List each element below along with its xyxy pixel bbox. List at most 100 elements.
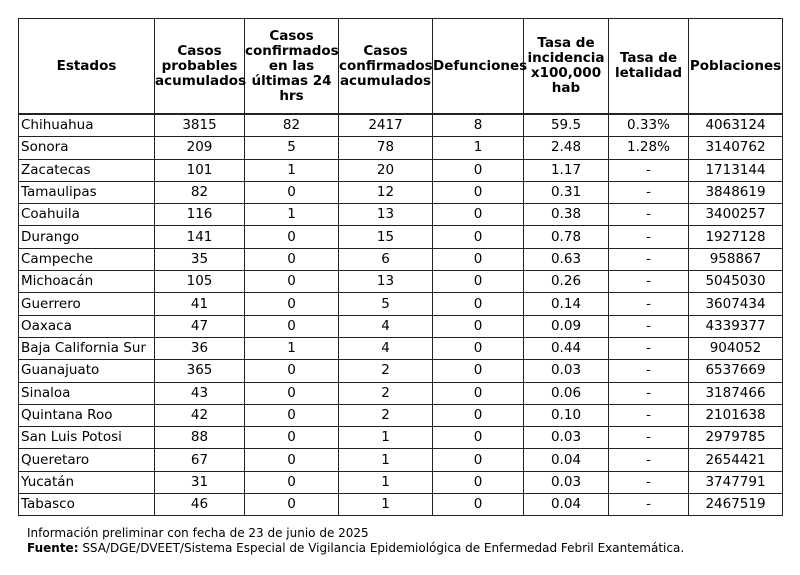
table-cell: - [608,493,689,517]
table-cell: 0 [432,448,524,472]
column-header: Estados [18,18,155,115]
table-cell: 0 [244,426,339,450]
table-cell: 0 [432,381,524,405]
state-name-cell: Guanajuato [18,359,155,383]
table-cell: 0.06 [523,381,609,405]
preliminary-info-note: Información preliminar con fecha de 23 d… [27,526,369,540]
table-cell: - [608,203,689,227]
table-row: Tamaulipas 82 0 12 0 0.31-3848619 [18,180,783,205]
table-cell: 3140762 [688,136,783,160]
table-row: Baja California Sur 36 1 4 0 0.44-904052 [18,336,783,361]
table-cell: 0.78 [523,225,609,249]
state-name-cell: Zacatecas [18,158,155,182]
table-cell: 1 [432,136,524,160]
table-cell: 1 [244,203,339,227]
table-cell: 0 [244,493,339,517]
table-row: Guerrero 41 0 5 0 0.14-3607434 [18,292,783,316]
table-cell: 141 [154,225,245,249]
table-cell: 4 [338,336,433,361]
table-cell: 0 [244,381,339,405]
table-cell: 0.63 [523,247,609,272]
table-cell: - [608,359,689,383]
table-cell: 0.26 [523,270,609,294]
source-note: Fuente: SSA/DGE/DVEET/Sistema Especial d… [27,541,787,556]
table-row: Yucatán 31 0 1 0 0.03-3747791 [18,470,783,495]
state-name-cell: Durango [18,225,155,249]
table-cell: 2 [338,381,433,405]
table-cell: 0.44 [523,336,609,361]
table-cell: 5 [338,292,433,316]
table-cell: 4 [338,314,433,338]
table-cell: 1 [244,336,339,361]
table-row: Oaxaca 47 0 4 0 0.09-4339377 [18,314,783,338]
table-cell: 43 [154,381,245,405]
table-cell: 8 [432,113,524,138]
table-cell: 365 [154,359,245,383]
table-cell: 2467519 [688,493,783,517]
table-cell: - [608,403,689,428]
column-header: Casos confirmados en las últimas 24 hrs [244,18,339,115]
state-name-cell: Campeche [18,247,155,272]
table-cell: 0 [244,225,339,249]
column-header: Casos probables acumulados [154,18,246,115]
table-cell: 82 [244,113,339,138]
table-row: Tabasco 46 0 1 0 0.04-2467519 [18,493,783,517]
state-name-cell: Baja California Sur [18,336,155,361]
table-cell: 101 [154,158,245,182]
table-cell: 5045030 [688,270,783,294]
table-cell: 2 [338,403,433,428]
table-cell: 1 [244,158,339,182]
state-name-cell: Coahuila [18,203,155,227]
table-row: Campeche 35 0 6 0 0.63-958867 [18,247,783,272]
table-cell: - [608,336,689,361]
table-row: Michoacán 105 0 13 0 0.26-5045030 [18,270,783,294]
table-cell: 6 [338,247,433,272]
table-cell: 1.17 [523,158,609,182]
state-name-cell: Queretaro [18,448,155,472]
table-cell: 20 [338,158,433,182]
table-cell: 1.28% [608,136,689,160]
table-cell: 47 [154,314,245,338]
table-cell: 3848619 [688,180,783,205]
table-cell: 0 [432,470,524,495]
table-cell: 1 [338,470,433,495]
cases-table-container: Estados Casos probables acumulados Casos c… [18,18,783,517]
table-cell: - [608,158,689,182]
table-row: Sonora 209 5 78 1 2.48 1.28% 3140762 [18,136,783,160]
table-cell: 78 [338,136,433,160]
table-cell: 36 [154,336,245,361]
table-row: Sinaloa 43 0 2 0 0.06-3187466 [18,381,783,405]
state-name-cell: Michoacán [18,270,155,294]
table-cell: - [608,225,689,249]
table-header: Estados Casos probables acumulados Casos c… [18,18,783,115]
cases-table: Estados Casos probables acumulados Casos c… [18,18,783,517]
table-cell: 0 [244,247,339,272]
column-header: Defunciones [432,18,527,115]
table-cell: 105 [154,270,245,294]
table-cell: 0 [432,426,524,450]
source-text: SSA/DGE/DVEET/Sistema Especial de Vigila… [78,541,685,555]
table-cell: 46 [154,493,245,517]
table-cell: 3400257 [688,203,783,227]
table-cell: - [608,292,689,316]
state-name-cell: Tamaulipas [18,180,155,205]
table-cell: 2417 [338,113,433,138]
table-cell: 1 [338,493,433,517]
table-row: Quintana Roo 42 0 2 0 0.10-2101638 [18,403,783,428]
table-cell: 0.10 [523,403,609,428]
table-cell: 3815 [154,113,245,138]
table-row: Queretaro 67 0 1 0 0.04-2654421 [18,448,783,472]
table-cell: 904052 [688,336,783,361]
table-cell: - [608,247,689,272]
table-cell: 0 [244,448,339,472]
column-header: Casos confirmados acumulados [338,18,433,115]
table-cell: 0.03 [523,470,609,495]
table-cell: 0.14 [523,292,609,316]
table-cell: 0 [432,270,524,294]
table-cell: 0 [244,403,339,428]
table-cell: 0 [244,359,339,383]
table-cell: 0 [432,225,524,249]
table-cell: 0 [244,270,339,294]
table-cell: 4063124 [688,113,783,138]
table-cell: 0 [432,158,524,182]
